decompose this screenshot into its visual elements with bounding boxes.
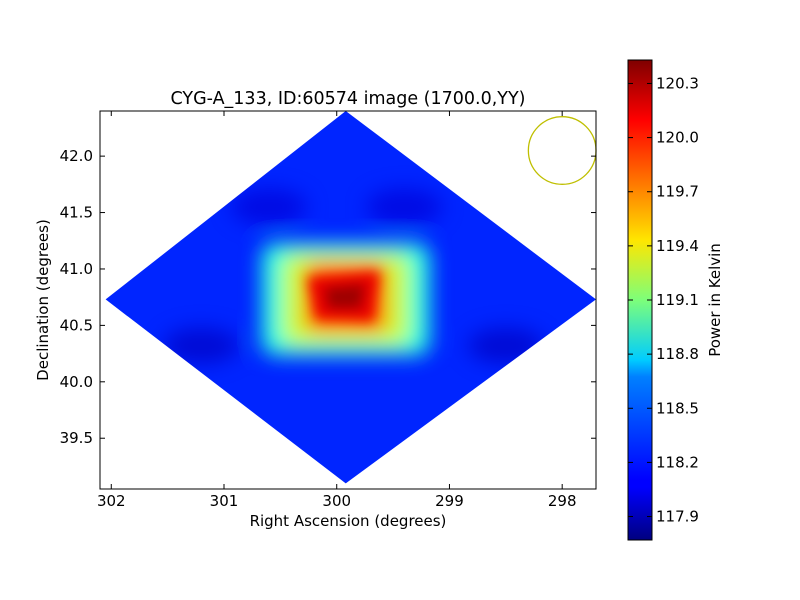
x-tick-label: 301 (210, 492, 239, 510)
colorbar-tick-label: 120.3 (656, 74, 699, 92)
colorbar-tick-label: 118.8 (656, 345, 699, 363)
colorbar-ticks: 117.9 118.2 118.5 118.8 119.1 119.4 119.7 120.0… (628, 74, 699, 526)
plot-frame (99, 110, 597, 490)
y-tick-label: 42.0 (60, 147, 93, 165)
x-axis-ticks: 302 301 300 299 298 (97, 111, 577, 510)
core-detail (307, 271, 380, 322)
y-axis-label: Declination (degrees) (34, 219, 52, 381)
dim-patch (366, 188, 443, 225)
y-tick-label: 41.5 (60, 204, 93, 222)
core-peak (323, 283, 366, 310)
y-tick-label: 41.0 (60, 260, 93, 278)
colorbar-tick-label: 119.1 (656, 291, 699, 309)
colorbar-tick-label: 118.5 (656, 399, 699, 417)
colorbar-tick-label: 117.9 (656, 508, 699, 526)
colorbar-label: Power in Kelvin (706, 243, 724, 357)
dim-patch (163, 327, 240, 364)
y-axis-ticks: 39.5 40.0 40.5 41.0 41.5 42.0 (60, 147, 596, 447)
colorbar-tick-label: 120.0 (656, 129, 699, 147)
y-tick-label: 40.5 (60, 316, 93, 334)
heatmap-image (105, 111, 596, 484)
dim-patch (467, 327, 544, 364)
y-tick-label: 39.5 (60, 429, 93, 447)
colorbar-tick-label: 119.4 (656, 237, 699, 255)
dim-patch (231, 188, 308, 225)
beam-circle (527, 116, 597, 185)
x-tick-label: 302 (97, 492, 126, 510)
x-tick-label: 298 (548, 492, 577, 510)
x-tick-label: 300 (322, 492, 351, 510)
x-axis-label: Right Ascension (degrees) (250, 512, 447, 530)
colorbar-tick-label: 118.2 (656, 453, 699, 471)
x-tick-label: 299 (435, 492, 464, 510)
y-tick-label: 40.0 (60, 373, 93, 391)
colorbar-tick-label: 119.7 (656, 183, 699, 201)
chart-title: CYG-A_133, ID:60574 image (1700.0,YY) (170, 89, 525, 109)
